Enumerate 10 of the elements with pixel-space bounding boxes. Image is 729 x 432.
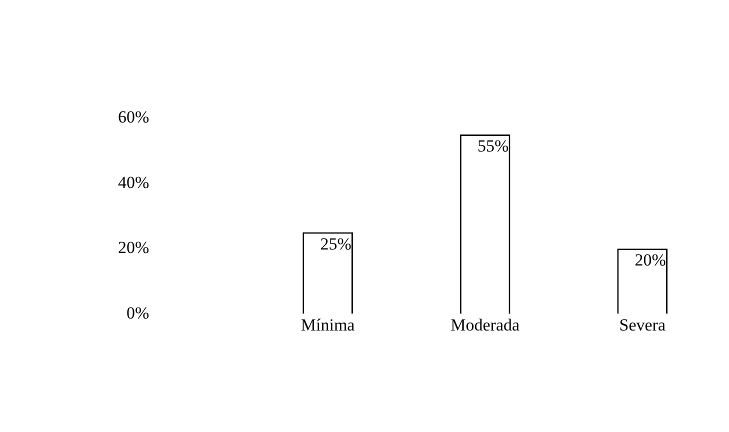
data-label: 20% (634, 250, 666, 270)
data-label: 25% (320, 234, 352, 254)
y-tick-label: 20% (118, 238, 150, 258)
x-tick-label: Severa (619, 315, 666, 334)
y-tick-label: 60% (118, 108, 150, 127)
x-tick-label: Moderada (450, 315, 520, 334)
y-tick-label: 0% (126, 303, 150, 322)
y-tick-label: 40% (118, 172, 150, 192)
data-label: 55% (477, 136, 509, 156)
x-tick-label: Mínima (300, 315, 356, 334)
